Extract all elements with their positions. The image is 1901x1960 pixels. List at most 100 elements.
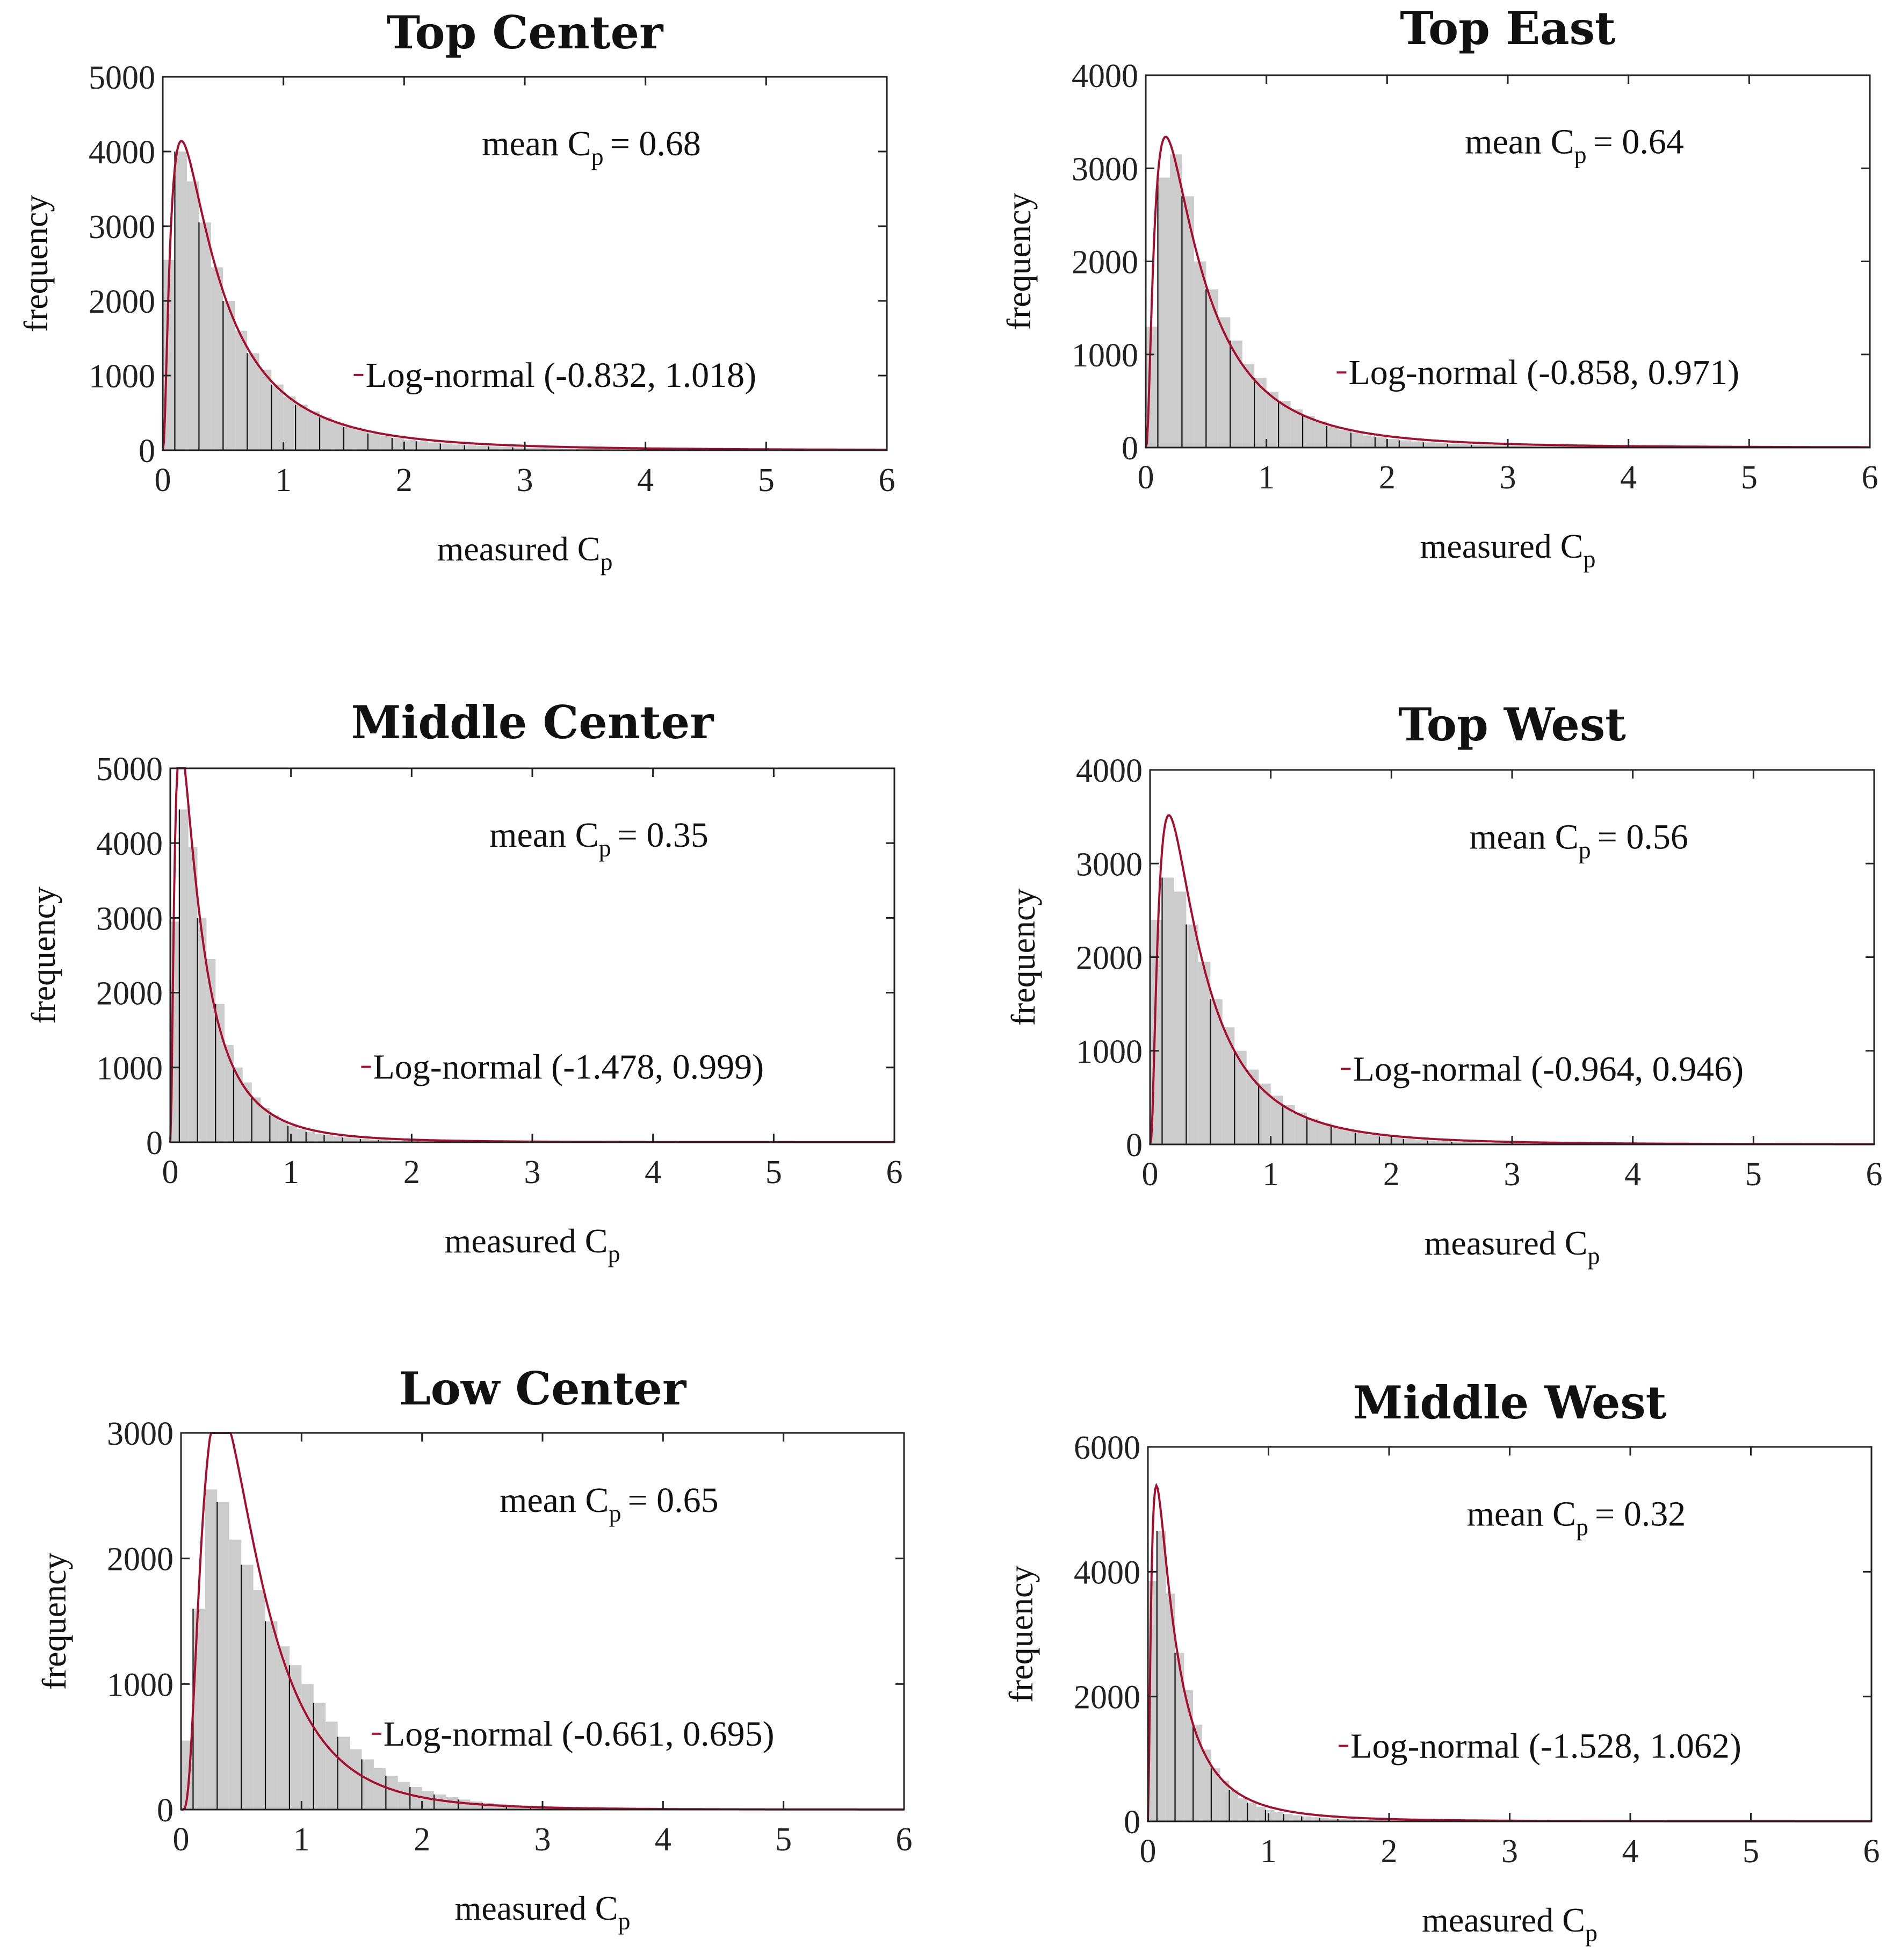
histogram-bar [537,448,549,450]
histogram [1148,1531,1456,1821]
y-tick-label: 4000 [1074,1554,1140,1591]
x-tick-label: 4 [1624,1156,1641,1193]
x-axis-label-subscript: p [608,1240,620,1267]
histogram-bar [1471,444,1484,448]
histogram-bar [1464,1142,1476,1144]
x-tick-label: 2 [414,1821,430,1858]
histogram-bar [337,1736,350,1810]
panel-middle-center: Middle Center 0 1 2 3 4 5 6 0 1000 2000 3000 4000 500… [24,696,903,1267]
y-axis-label: frequency [17,195,55,333]
x-tick-label: 4 [1620,459,1637,496]
y-tick-label: 3000 [96,900,163,937]
y-tick-label: 0 [146,1125,163,1162]
histogram-bar [1328,1818,1338,1821]
histogram-bar [1194,261,1206,448]
y-tick-label: 1000 [96,1050,163,1087]
mean-value: = 0.56 [1598,817,1688,856]
y-tick-label: 3000 [107,1416,174,1452]
x-tick-label: 0 [173,1821,190,1858]
histogram-bar [1290,409,1303,448]
histogram-bar [179,809,189,1142]
histogram-bar [464,445,477,450]
histogram-bar [1355,1133,1368,1144]
x-axis-label-subscript: p [1587,1242,1600,1270]
x-tick-label: 1 [293,1821,310,1858]
histogram-bar [175,152,187,450]
x-tick-label: 2 [1379,459,1396,496]
histogram-bar [277,1646,290,1810]
x-axis-label-subscript: p [600,548,612,575]
histogram-bar [307,411,320,450]
histogram-bar [1327,426,1339,448]
histogram-bar [229,1539,242,1810]
histogram-bar [1234,1050,1247,1144]
histogram-bar [197,918,207,1142]
x-tick-label: 1 [1262,1156,1279,1193]
histogram-bar [434,1794,446,1810]
histogram-bar [215,1004,225,1142]
x-tick-label: 5 [1743,1833,1759,1870]
histogram-bar [1476,1142,1488,1144]
histogram-bar [1319,1123,1331,1144]
x-tick-label: 6 [1863,1833,1880,1870]
x-tick-label: 1 [1260,1833,1277,1870]
histogram-bar [1270,1096,1283,1144]
x-tick-label: 0 [162,1154,179,1191]
y-tick-label: 1000 [1072,337,1138,374]
histogram-bar [271,384,284,450]
histogram-bar [288,1126,297,1142]
y-tick-label: 6000 [1074,1430,1140,1466]
chart-title: Middle West [1353,1376,1667,1429]
histogram-bar [1387,439,1399,448]
histogram-bar [356,430,368,450]
histogram-bar [1229,1790,1239,1821]
histogram-bar [1218,317,1231,448]
y-tick-label: 4000 [1072,58,1138,95]
histogram-bar [1222,1027,1235,1144]
histogram-bar [188,847,198,1142]
x-tick-label: 2 [1383,1156,1400,1193]
histogram-bar [494,1804,507,1810]
histogram-bar [259,369,272,450]
y-tick-label: 0 [157,1792,174,1829]
histogram-bar [211,267,223,450]
histogram-bar [297,1128,306,1142]
panel-low-center: Low Center 0 1 2 3 4 5 6 0 1000 2000 3000 measured C… [35,1362,913,1935]
histogram-bar [1356,1819,1365,1821]
y-tick-label: 4000 [96,826,163,862]
histogram-bar [1169,154,1182,448]
histogram-bar [247,353,259,450]
histogram-bar [548,448,561,450]
histogram-bar [1367,1135,1379,1144]
histogram-bar [1314,421,1327,448]
mean-cp-annotation: mean Cp = 0.64 [1465,122,1684,169]
histogram [170,809,496,1142]
histogram-bar [1508,445,1520,448]
histogram-bar [1238,1797,1248,1821]
histogram-bar [1175,1653,1184,1821]
histogram-bar [324,1135,334,1142]
histogram-bar [362,1759,374,1810]
mean-value: = 0.32 [1595,1494,1686,1533]
x-tick-label: 3 [517,462,533,499]
histogram-bar [1220,1781,1230,1821]
y-tick-label: 0 [1126,1127,1143,1164]
histogram-bar [315,1133,324,1142]
histogram-bar [386,1775,398,1810]
chart-title: Top Center [387,6,664,59]
histogram-bar [1256,1806,1266,1821]
legend-entry: Log-normal (-0.964, 0.946) [1353,1050,1744,1089]
histogram-bar [1363,435,1375,448]
histogram-bar [428,442,440,450]
x-tick-label: 6 [879,462,895,499]
histogram-bar [1182,196,1194,448]
y-tick-label: 0 [139,433,155,470]
histogram-bar [1423,442,1436,448]
y-tick-label: 2000 [1072,244,1138,281]
histogram-bar [1331,1127,1343,1144]
y-tick-label: 4000 [1076,753,1143,789]
histogram-bar [253,1590,266,1810]
histogram-bar [217,1502,229,1810]
mean-cp-annotation: mean Cp = 0.56 [1469,817,1688,863]
mean-value: = 0.68 [610,124,701,163]
